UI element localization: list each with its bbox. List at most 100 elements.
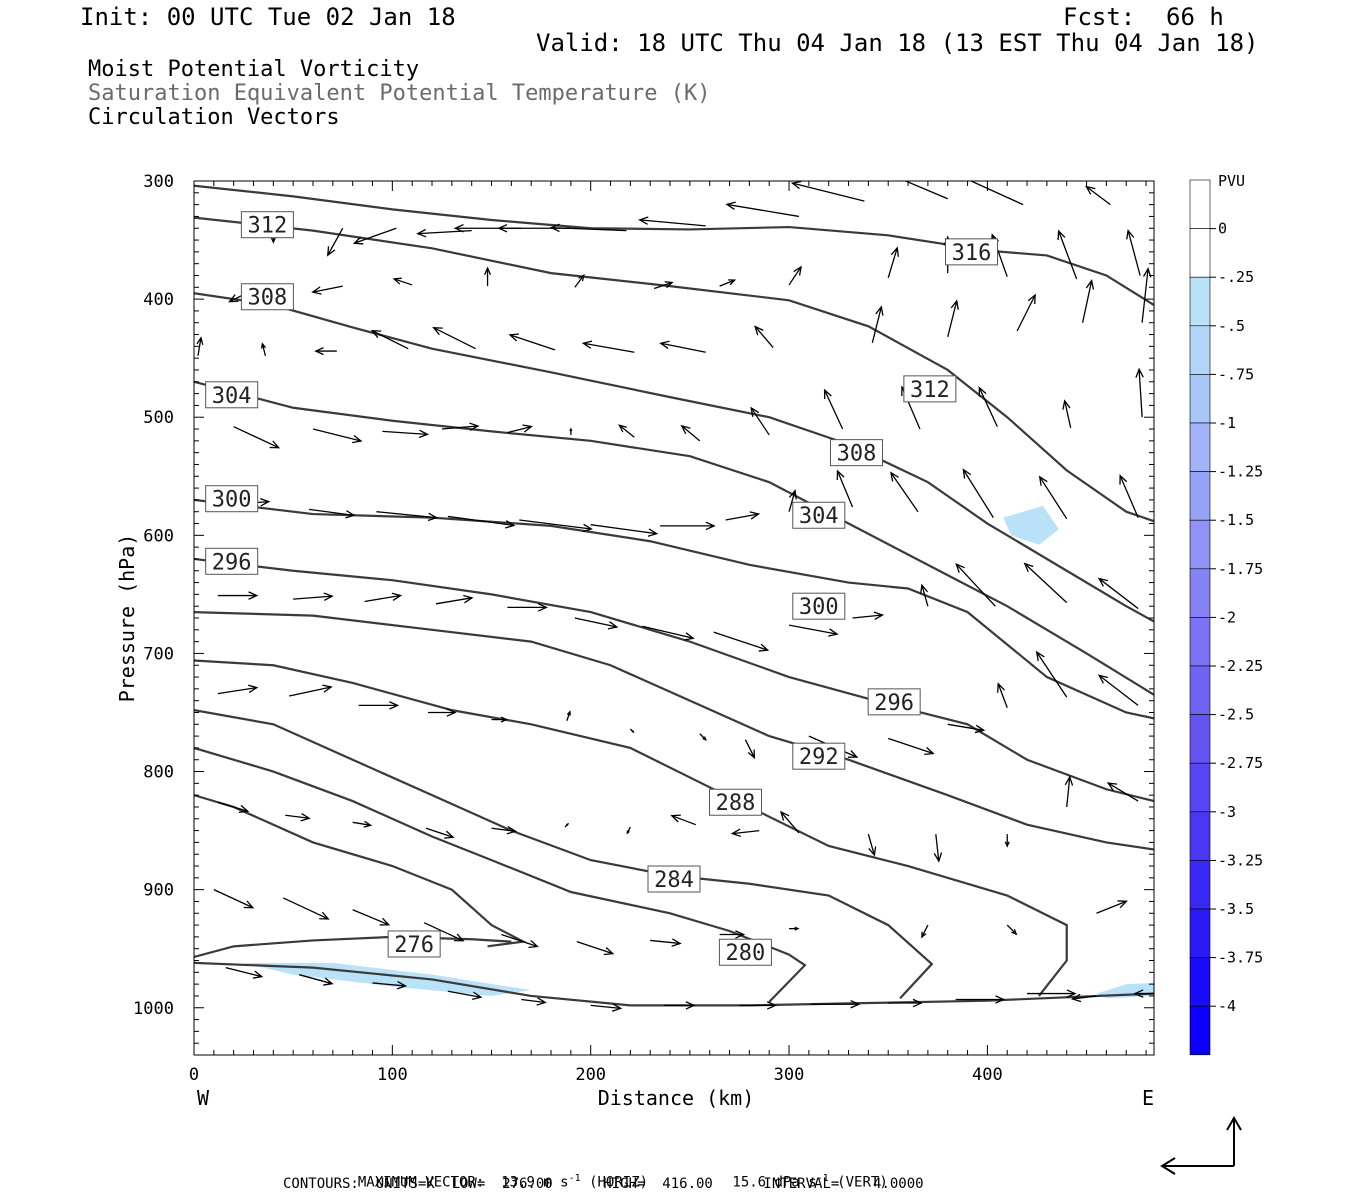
max-horiz-value: 13.9 m s <box>501 1174 569 1191</box>
circulation-vector <box>213 889 255 909</box>
contour-label: 276 <box>387 930 441 958</box>
circulation-vector <box>364 592 403 603</box>
legend-label: -2.25 <box>1218 657 1263 675</box>
legend-label: -.5 <box>1218 317 1245 335</box>
legend-label: -1 <box>1218 414 1236 432</box>
circulation-vector <box>653 281 674 290</box>
contour-label-text: 304 <box>212 384 252 409</box>
reference-vector-key <box>1160 1116 1242 1175</box>
circulation-vector <box>491 826 518 835</box>
circulation-vector <box>890 471 919 513</box>
max-vector-line: MAXIMUM VECTOR: 13.9 m s-1 (HORIZ) 15.6 … <box>341 1157 888 1191</box>
x-tick-label: 100 <box>377 1065 408 1085</box>
x-axis-title: Distance (km) <box>598 1086 755 1110</box>
legend-label: -1.5 <box>1218 511 1254 529</box>
contour-label: 316 <box>945 238 999 266</box>
circulation-vector <box>285 813 311 822</box>
legend-swatch <box>1189 811 1211 861</box>
axes-layer: 300 400 500 600 700 800 900 1000 0 100 200 300 400 <box>133 172 1154 1085</box>
circulation-vector <box>314 347 337 356</box>
circulation-vector <box>501 933 539 949</box>
title-line-1: Moist Potential Vorticity <box>88 57 420 82</box>
circulation-vector <box>659 340 706 353</box>
circulation-vector <box>725 511 761 521</box>
circulation-vector <box>836 469 854 508</box>
circulation-vector <box>260 342 267 356</box>
circulation-vector <box>308 508 356 519</box>
circulation-vector <box>1038 475 1068 520</box>
circulation-vector <box>293 592 334 601</box>
circulation-vector <box>217 684 259 695</box>
circulation-vector <box>428 708 457 717</box>
legend-label: -1.25 <box>1218 463 1263 481</box>
contour-label: 292 <box>792 742 846 770</box>
circulation-vector <box>326 227 344 257</box>
circulation-vector <box>521 997 547 1006</box>
max-vert-exponent: -1 <box>816 1173 829 1184</box>
circulation-vector <box>581 340 635 353</box>
legend-unit: PVU <box>1218 172 1245 190</box>
y-tick-label: 1000 <box>133 999 174 1019</box>
contour-label-text: 296 <box>212 550 252 575</box>
legend-label: -2.75 <box>1218 754 1263 772</box>
circulation-vector <box>507 603 548 612</box>
contour-label: 300 <box>792 592 846 620</box>
contour-info: CONTOURS: UNITS=K LOW= 276.00 HIGH= 416.… <box>283 1176 924 1192</box>
circulation-vector <box>1133 989 1154 998</box>
title-line-3: Circulation Vectors <box>88 105 340 130</box>
circulation-vector <box>289 684 333 697</box>
legend-swatch <box>1189 325 1211 375</box>
x-tick-label: 0 <box>189 1065 199 1085</box>
circulation-vector <box>933 834 943 863</box>
legend-label: -.25 <box>1218 268 1254 286</box>
contour-label-layer: 312 316 308 304 312 308 300 304 296 300 296 292 288 2… <box>205 211 999 966</box>
circulation-vector <box>978 386 998 427</box>
circulation-vector <box>750 406 770 436</box>
y-tick-label: 400 <box>143 290 174 310</box>
circulation-vector <box>962 468 994 518</box>
circulation-vector <box>298 974 334 986</box>
contour-layer <box>194 184 1154 1007</box>
contour-label: 308 <box>240 283 294 311</box>
circulation-vector <box>576 940 615 956</box>
circulation-vector <box>670 814 697 826</box>
legend-swatch <box>1189 179 1211 229</box>
circulation-vector <box>447 990 483 1000</box>
y-tick-label: 600 <box>143 526 174 546</box>
valid-time: Valid: 18 UTC Thu 04 Jan 18 (13 EST Thu … <box>536 29 1259 57</box>
circulation-vector <box>895 181 948 200</box>
contour-276a <box>194 794 527 948</box>
circulation-vector <box>1064 775 1074 808</box>
legend-swatch <box>1189 422 1211 472</box>
circulation-vector <box>626 826 631 835</box>
circulation-vector <box>997 682 1008 708</box>
legend-label: 0 <box>1218 220 1227 238</box>
contour-label-text: 312 <box>248 214 288 239</box>
contour-label: 308 <box>829 439 883 467</box>
legend-label: -3 <box>1218 803 1236 821</box>
contour-284 <box>194 709 934 1000</box>
circulation-vector <box>225 966 264 979</box>
contour-label: 280 <box>718 938 772 966</box>
circulation-vector <box>441 422 480 431</box>
contour-label: 284 <box>647 865 701 893</box>
pv-region-2 <box>243 962 532 996</box>
circulation-vector <box>660 521 716 531</box>
x-axis-west-label: W <box>197 1086 210 1110</box>
circulation-vector <box>1004 834 1010 848</box>
circulation-vector <box>680 424 701 442</box>
pv-legend: PVU 0 -.25 -.5 -.75 -1 -1.25 -1.5 -1.75 -2 -2.25 -2… <box>1189 172 1263 1056</box>
contour-304 <box>194 380 1154 696</box>
contour-312 <box>194 216 1154 523</box>
circulation-vector <box>713 631 770 652</box>
contour-label: 312 <box>903 375 957 403</box>
legend-label: -1.75 <box>1218 560 1263 578</box>
circulation-vector <box>730 828 760 837</box>
circulation-vector <box>352 820 373 828</box>
contour-label-text: 300 <box>212 488 252 513</box>
circulation-vector <box>566 710 571 721</box>
contour-label: 304 <box>205 381 259 409</box>
circulation-vector <box>1126 228 1141 276</box>
circulation-vector <box>888 737 935 755</box>
